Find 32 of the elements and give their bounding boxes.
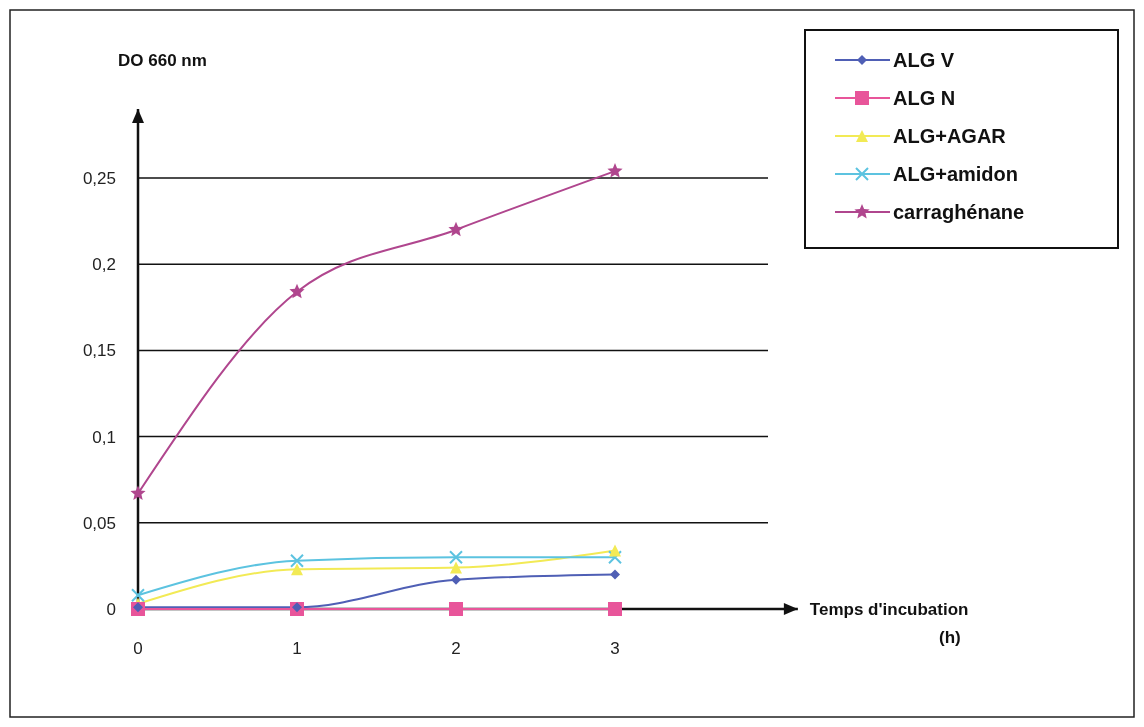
point	[448, 221, 464, 237]
y-tick-label: 0,25	[82, 169, 116, 188]
y-axis-title: DO 660 nm	[118, 51, 207, 70]
x-tick-label: 3	[610, 639, 620, 658]
point	[450, 561, 462, 574]
point	[451, 574, 461, 585]
y-tick-label: 0,15	[82, 341, 116, 361]
point	[609, 544, 621, 557]
y-tick-label: 0	[106, 600, 116, 619]
point	[608, 550, 622, 565]
y-tick-label: 0,05	[82, 513, 116, 533]
point	[607, 163, 623, 178]
legend-label: carraghénane	[893, 201, 1025, 223]
legend-label: ALG N	[893, 87, 956, 109]
point	[449, 602, 463, 616]
x-tick-label: 2	[451, 639, 461, 658]
y-tick-label: 0,1	[92, 427, 116, 447]
point	[289, 283, 305, 299]
point	[449, 550, 463, 565]
point	[131, 588, 145, 603]
point	[130, 485, 146, 500]
point	[608, 602, 622, 616]
y-tick-label: 0,2	[92, 255, 116, 275]
point	[290, 553, 304, 568]
point	[291, 563, 303, 576]
legend-label: ALG+AGAR	[893, 125, 1007, 147]
x-axis-title: Temps d'incubation (h)	[809, 600, 969, 647]
point	[610, 569, 620, 580]
x-tick-label: 0	[133, 639, 143, 658]
legend-label: ALG V	[893, 49, 955, 71]
legend-label: ALG+amidon	[893, 163, 1019, 185]
x-tick-label: 1	[292, 639, 302, 658]
